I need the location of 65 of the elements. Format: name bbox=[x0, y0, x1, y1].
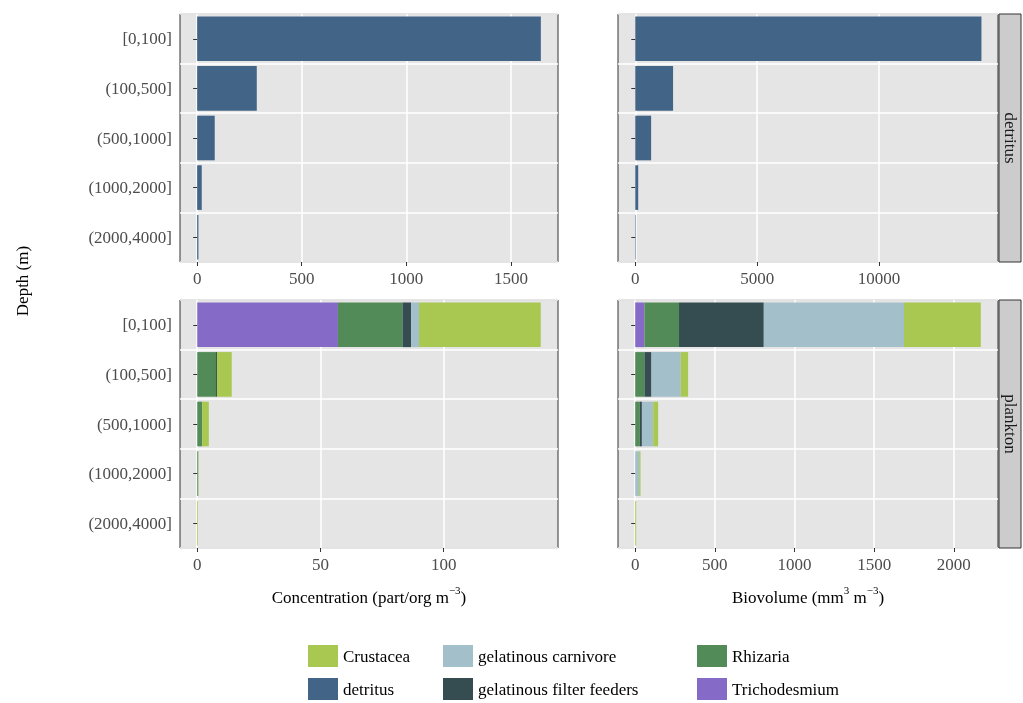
legend-label: gelatinous carnivore bbox=[478, 646, 617, 666]
bar bbox=[216, 352, 232, 397]
text: plankton bbox=[1000, 394, 1020, 455]
bar bbox=[202, 401, 209, 447]
y-tick-label: [0,100] bbox=[122, 29, 172, 49]
y-tick-label: (1000,2000] bbox=[88, 178, 172, 198]
x-tick-label: 5000 bbox=[740, 269, 775, 288]
bar bbox=[197, 302, 338, 348]
x-tick-label: 0 bbox=[631, 269, 640, 288]
bar bbox=[635, 352, 645, 397]
y-axis-title: Depth (m) bbox=[12, 245, 32, 317]
bar bbox=[635, 115, 652, 161]
bar bbox=[411, 302, 420, 348]
x-tick-label: 50 bbox=[311, 555, 329, 574]
bar bbox=[402, 302, 412, 348]
y-tick-label: (2000,4000] bbox=[88, 227, 172, 247]
text: detritus bbox=[1000, 112, 1020, 164]
bar bbox=[635, 401, 640, 447]
y-tick-label: (100,500] bbox=[105, 78, 172, 98]
bar bbox=[641, 401, 654, 447]
x-tick-label: 0 bbox=[192, 269, 202, 288]
y-tick-label: [0,100] bbox=[122, 315, 172, 335]
bar bbox=[337, 302, 403, 348]
legend-label: detritus bbox=[343, 679, 394, 699]
y-tick-label: (100,500] bbox=[105, 364, 172, 384]
bar bbox=[679, 302, 764, 348]
x-tick-label: 2000 bbox=[936, 555, 971, 574]
bar bbox=[653, 401, 659, 447]
bar bbox=[635, 165, 639, 210]
y-tick-label: (1000,2000] bbox=[88, 464, 172, 484]
x-tick-label: 100 bbox=[430, 555, 457, 574]
bar bbox=[635, 66, 674, 111]
bar bbox=[635, 451, 640, 496]
legend-label: Rhizaria bbox=[732, 646, 791, 666]
y-tick-label: (500,1000] bbox=[96, 414, 172, 434]
bar bbox=[635, 16, 982, 62]
y-tick-label: (2000,4000] bbox=[88, 513, 172, 533]
bar bbox=[197, 66, 257, 111]
x-tick-label: 0 bbox=[193, 555, 202, 574]
bar bbox=[419, 302, 541, 348]
x-tick-label: 0 bbox=[630, 555, 640, 574]
bar bbox=[644, 302, 680, 348]
x-tick-label: 1000 bbox=[777, 555, 812, 574]
bar bbox=[197, 16, 541, 62]
legend-label: gelatinous filter feeders bbox=[478, 679, 639, 699]
x-tick-label: 1500 bbox=[857, 555, 892, 574]
bar bbox=[635, 302, 645, 348]
bar bbox=[904, 302, 981, 348]
legend-label: Trichodesmium bbox=[732, 679, 840, 699]
y-tick-label: (500,1000] bbox=[96, 128, 172, 148]
x-tick-label: 500 bbox=[702, 555, 728, 574]
bar bbox=[763, 302, 904, 348]
bar bbox=[197, 115, 215, 161]
bar bbox=[651, 352, 681, 397]
bar bbox=[680, 352, 689, 397]
bar bbox=[639, 401, 642, 447]
x-tick-label: 10000 bbox=[857, 269, 901, 288]
bar bbox=[644, 352, 652, 397]
x-tick-label: 1500 bbox=[493, 269, 528, 288]
x-tick-label: 1000 bbox=[389, 269, 424, 288]
bar bbox=[197, 401, 203, 447]
legend-label: Crustacea bbox=[343, 646, 411, 666]
x-tick-label: 500 bbox=[289, 269, 315, 288]
bar bbox=[197, 352, 216, 397]
bar bbox=[197, 165, 202, 210]
